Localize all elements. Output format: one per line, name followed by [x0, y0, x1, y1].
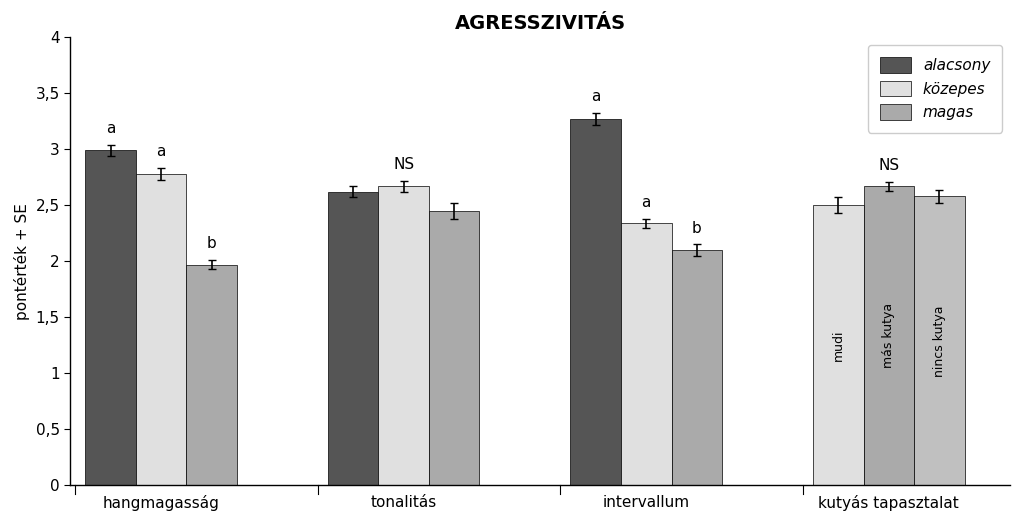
Text: a: a [642, 195, 651, 210]
Text: b: b [207, 236, 216, 251]
Title: AGRESSZIVITÁS: AGRESSZIVITÁS [455, 14, 626, 33]
Text: mudi: mudi [831, 330, 845, 361]
Legend: alacsony, közepes, magas: alacsony, közepes, magas [868, 45, 1002, 132]
Bar [813, 205, 863, 486]
Text: a: a [591, 89, 600, 104]
Text: a: a [157, 144, 166, 160]
Bar [136, 174, 186, 486]
Text: más kutya: más kutya [883, 303, 895, 369]
Y-axis label: pontérték + SE: pontérték + SE [14, 203, 30, 320]
Bar [621, 223, 672, 486]
Bar [85, 150, 136, 486]
Bar [328, 192, 379, 486]
Bar [186, 265, 237, 486]
Text: b: b [692, 220, 701, 236]
Text: NS: NS [393, 156, 415, 172]
Text: a: a [105, 121, 116, 136]
Bar [379, 186, 429, 486]
Bar [672, 250, 722, 486]
Bar [429, 211, 479, 486]
Bar [570, 119, 621, 486]
Bar [863, 186, 914, 486]
Bar [914, 196, 965, 486]
Text: nincs kutya: nincs kutya [933, 305, 946, 376]
Text: NS: NS [879, 158, 899, 173]
